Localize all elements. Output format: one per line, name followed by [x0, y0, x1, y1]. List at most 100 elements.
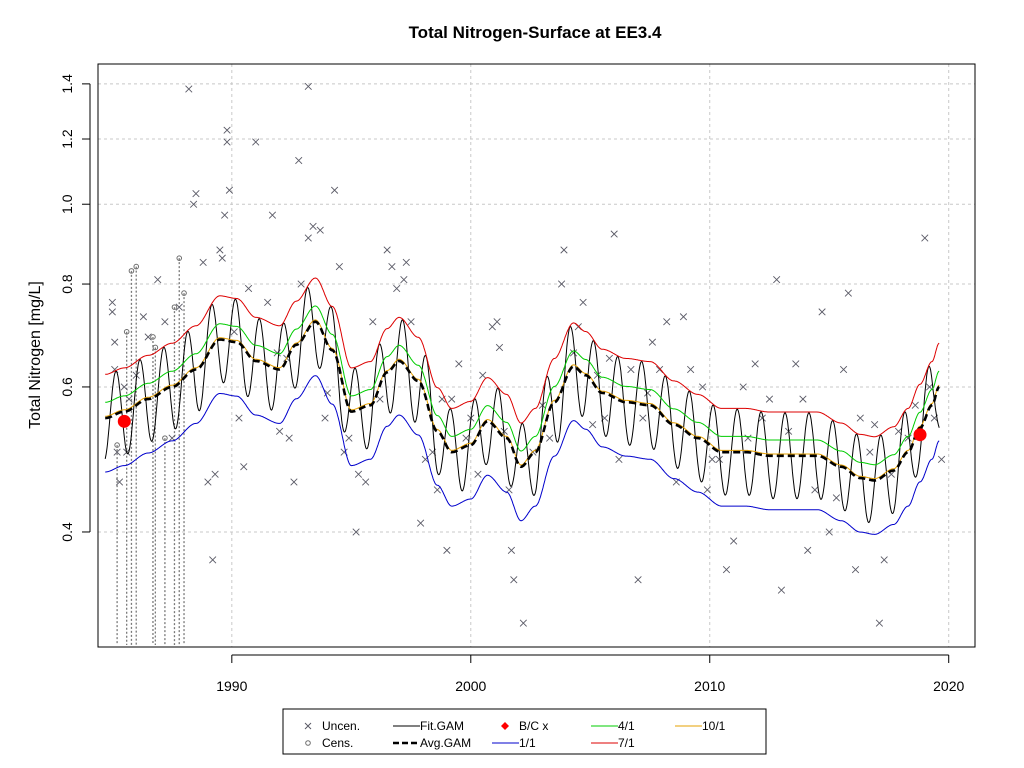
- uncensored-point: [804, 546, 812, 554]
- uncensored-point: [330, 186, 339, 194]
- y-tick-label: 0.8: [59, 274, 75, 294]
- uncensored-point: [400, 275, 408, 284]
- uncensored-point: [921, 234, 929, 242]
- uncensored-point: [493, 318, 501, 326]
- uncensored-point: [362, 478, 370, 486]
- y-tick-label: 1.2: [59, 129, 75, 149]
- censored-point: [171, 304, 178, 310]
- bc-point: [913, 428, 927, 442]
- legend-label: 4/1: [618, 719, 635, 733]
- uncensored-point: [866, 448, 874, 456]
- censored-point: [114, 442, 120, 448]
- uncensored-point: [192, 190, 200, 198]
- legend-item: B/C x: [501, 719, 548, 733]
- censored-point: [176, 255, 183, 261]
- uncensored-point: [352, 528, 360, 536]
- uncensored-point: [507, 546, 516, 554]
- legend-item: Fit.GAM: [393, 719, 464, 733]
- uncensored-point: [108, 298, 116, 307]
- uncensored-point: [407, 318, 415, 326]
- y-tick-label: 0.4: [59, 522, 75, 542]
- uncensored-point: [851, 566, 860, 574]
- uncensored-point: [189, 200, 198, 208]
- uncensored-point: [856, 414, 864, 422]
- uncensored-point: [773, 275, 781, 284]
- y-axis: 0.4 0.6 0.8 1.0 1.2 1.4: [59, 74, 91, 542]
- uncensored-point: [703, 486, 711, 494]
- uncensored-point: [295, 156, 303, 165]
- uncensored-point: [569, 349, 578, 357]
- uncensored-point: [474, 470, 482, 478]
- legend-item: 10/1: [675, 719, 726, 733]
- uncensored-point: [462, 434, 470, 442]
- uncensored-point: [321, 414, 329, 422]
- uncensored-point: [825, 528, 833, 536]
- legend-item: Uncen.: [304, 719, 360, 733]
- uncensored-points: [108, 82, 946, 627]
- uncensored-point: [644, 389, 652, 397]
- legend-label: 10/1: [702, 719, 726, 733]
- uncensored-point: [223, 126, 231, 134]
- uncensored-point: [479, 371, 487, 379]
- grid-lines: [98, 64, 975, 647]
- legend-swatch: [501, 722, 509, 730]
- uncensored-point: [252, 138, 260, 146]
- legend-item: 7/1: [591, 736, 635, 750]
- uncensored-point: [416, 519, 425, 527]
- bc-point: [117, 414, 131, 428]
- censored-point: [133, 263, 140, 270]
- uncensored-point: [285, 434, 293, 442]
- uncensored-point: [634, 576, 642, 584]
- uncensored-point: [443, 546, 451, 554]
- uncensored-point: [113, 448, 121, 456]
- uncensored-point: [610, 230, 618, 238]
- uncensored-point: [679, 313, 688, 321]
- uncensored-point: [185, 85, 193, 93]
- uncensored-point: [209, 556, 217, 564]
- censored-point: [123, 329, 130, 335]
- series-line-7-1: [105, 277, 940, 438]
- uncensored-point: [937, 455, 946, 464]
- uncensored-point: [161, 318, 169, 326]
- uncensored-point: [560, 246, 568, 254]
- uncensored-point: [799, 395, 807, 403]
- uncensored-point: [204, 478, 212, 486]
- uncensored-point: [264, 298, 272, 307]
- x-tick-label: 2020: [933, 678, 964, 694]
- uncensored-point: [316, 226, 324, 234]
- uncensored-point: [115, 478, 124, 486]
- legend: Uncen. Cens. Fit.GAM Avg.GAM B/C x 1/1 4/1 7/1 1…: [282, 708, 767, 755]
- uncensored-point: [844, 289, 852, 297]
- uncensored-point: [510, 576, 518, 584]
- uncensored-point: [589, 421, 597, 429]
- uncensored-point: [792, 360, 800, 368]
- uncensored-point: [708, 455, 716, 464]
- legend-label: 1/1: [519, 736, 536, 750]
- uncensored-point: [911, 401, 919, 409]
- uncensored-point: [383, 246, 391, 254]
- uncensored-point: [904, 434, 912, 442]
- censored-point: [162, 435, 168, 441]
- legend-swatch: [304, 722, 312, 730]
- y-tick-label: 1.4: [59, 74, 75, 94]
- censored-point: [128, 268, 135, 274]
- uncensored-point: [235, 414, 243, 422]
- uncensored-point: [354, 470, 363, 478]
- uncensored-point: [216, 246, 224, 254]
- plot-frame: [97, 63, 976, 648]
- legend-item: 4/1: [591, 719, 635, 733]
- uncensored-point: [593, 371, 602, 379]
- uncensored-point: [240, 463, 248, 471]
- uncensored-point: [579, 298, 587, 307]
- uncensored-point: [739, 383, 747, 391]
- uncensored-point: [175, 303, 183, 311]
- uncensored-point: [290, 478, 298, 486]
- legend-label: Avg.GAM: [420, 736, 471, 750]
- uncensored-point: [663, 318, 671, 326]
- uncensored-point: [648, 338, 657, 346]
- uncensored-point: [309, 222, 317, 230]
- series-line-4-1: [105, 305, 940, 466]
- censored-point: [181, 290, 187, 296]
- uncensored-point: [777, 586, 786, 594]
- legend-label: Fit.GAM: [420, 719, 464, 733]
